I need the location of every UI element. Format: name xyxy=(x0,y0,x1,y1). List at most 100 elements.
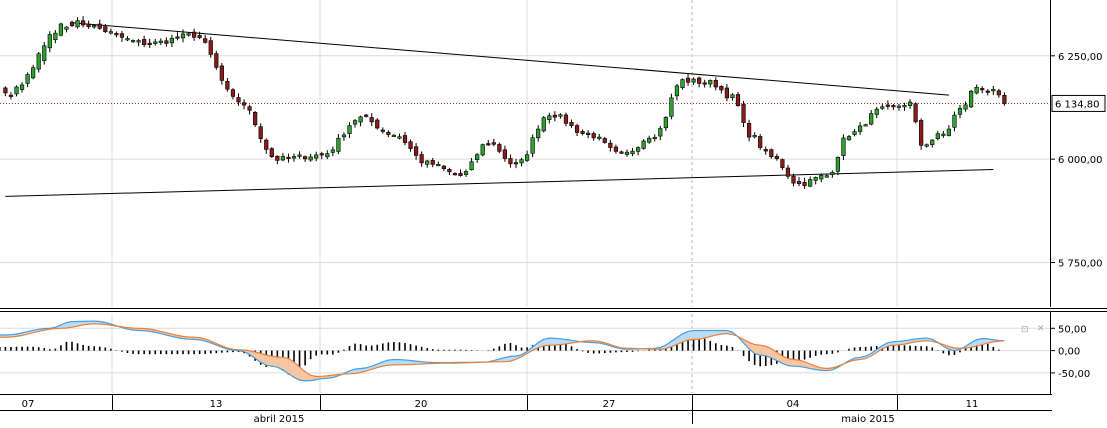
candle-up xyxy=(520,160,524,163)
candle-down xyxy=(720,86,724,90)
candle-down xyxy=(997,91,1001,95)
candle-down xyxy=(581,131,585,133)
candle-up xyxy=(853,132,857,135)
candle-up xyxy=(464,171,468,174)
candle-down xyxy=(242,103,246,105)
candle-up xyxy=(597,137,601,139)
candle-up xyxy=(131,40,135,42)
candle-up xyxy=(525,155,529,161)
candle-up xyxy=(359,117,363,122)
candle-down xyxy=(364,115,368,117)
candle-down xyxy=(203,39,207,43)
candle-up xyxy=(281,156,285,159)
candle-down xyxy=(375,120,379,128)
candle-down xyxy=(70,22,74,26)
restore-icon[interactable]: ⊡ xyxy=(1021,325,1029,335)
candle-up xyxy=(836,157,840,171)
candle-down xyxy=(509,159,513,164)
candle-down xyxy=(686,78,690,82)
candle-up xyxy=(548,116,552,120)
candle-down xyxy=(614,147,618,151)
candle-up xyxy=(314,155,318,158)
candle-down xyxy=(1003,95,1007,103)
candle-down xyxy=(115,33,119,35)
candle-down xyxy=(564,115,568,123)
candle-down xyxy=(403,135,407,142)
candle-down xyxy=(9,95,13,97)
candle-down xyxy=(609,143,613,147)
candle-up xyxy=(437,164,441,166)
candle-up xyxy=(642,141,646,148)
candle-up xyxy=(969,91,973,107)
candle-up xyxy=(298,155,302,157)
candle-down xyxy=(498,144,502,151)
candle-down xyxy=(980,88,984,90)
candle-down xyxy=(120,34,124,38)
candle-down xyxy=(492,143,496,145)
candle-up xyxy=(936,134,940,139)
candle-down xyxy=(736,94,740,105)
close-icon[interactable]: ✕ xyxy=(1037,324,1045,334)
candle-down xyxy=(104,27,108,32)
candle-down xyxy=(270,149,274,157)
x-tick-label: 11 xyxy=(966,399,979,410)
candle-up xyxy=(475,155,479,160)
candle-up xyxy=(531,138,535,154)
candle-down xyxy=(276,156,280,160)
candle-up xyxy=(930,140,934,145)
candle-up xyxy=(819,175,823,179)
candle-up xyxy=(947,129,951,136)
candle-up xyxy=(425,161,429,164)
candle-up xyxy=(536,129,540,138)
osc-fill xyxy=(688,331,694,341)
candle-up xyxy=(109,32,113,34)
candle-down xyxy=(370,117,374,121)
candle-down xyxy=(886,105,890,107)
candle-up xyxy=(881,107,885,109)
osc-tick-label: 50,00 xyxy=(1058,324,1087,335)
candle-up xyxy=(15,87,19,94)
candle-down xyxy=(237,98,241,103)
candle-up xyxy=(675,86,679,96)
candle-up xyxy=(187,34,191,36)
candle-down xyxy=(514,163,518,165)
month-label: maio 2015 xyxy=(841,414,894,424)
candle-down xyxy=(986,91,990,93)
candle-up xyxy=(953,115,957,127)
candle-up xyxy=(392,135,396,137)
candle-down xyxy=(592,134,596,138)
candle-down xyxy=(914,104,918,122)
candle-up xyxy=(292,157,296,159)
candle-down xyxy=(253,112,257,124)
candle-up xyxy=(942,134,946,136)
x-tick-label: 27 xyxy=(603,399,616,410)
candle-down xyxy=(620,152,624,154)
candle-up xyxy=(37,54,41,69)
osc-fill xyxy=(272,356,278,367)
candle-down xyxy=(176,37,180,39)
candle-down xyxy=(553,115,557,117)
candle-down xyxy=(231,90,235,97)
osc-fill xyxy=(549,338,555,345)
candle-up xyxy=(42,46,46,61)
candle-down xyxy=(758,136,762,147)
candle-down xyxy=(442,166,446,169)
candle-up xyxy=(48,35,52,48)
candle-down xyxy=(697,78,701,84)
candle-up xyxy=(858,126,862,132)
candle-up xyxy=(925,145,929,147)
candle-up xyxy=(92,25,96,27)
candle-up xyxy=(659,129,663,137)
time-axis-background xyxy=(0,394,1107,424)
candle-up xyxy=(542,118,546,131)
candle-down xyxy=(264,140,268,149)
candle-down xyxy=(220,66,224,81)
candle-down xyxy=(764,149,768,151)
candle-up xyxy=(625,152,629,154)
candle-down xyxy=(453,173,457,175)
candle-up xyxy=(847,136,851,139)
candle-up xyxy=(65,27,69,29)
candle-up xyxy=(992,89,996,91)
candle-down xyxy=(703,83,707,85)
